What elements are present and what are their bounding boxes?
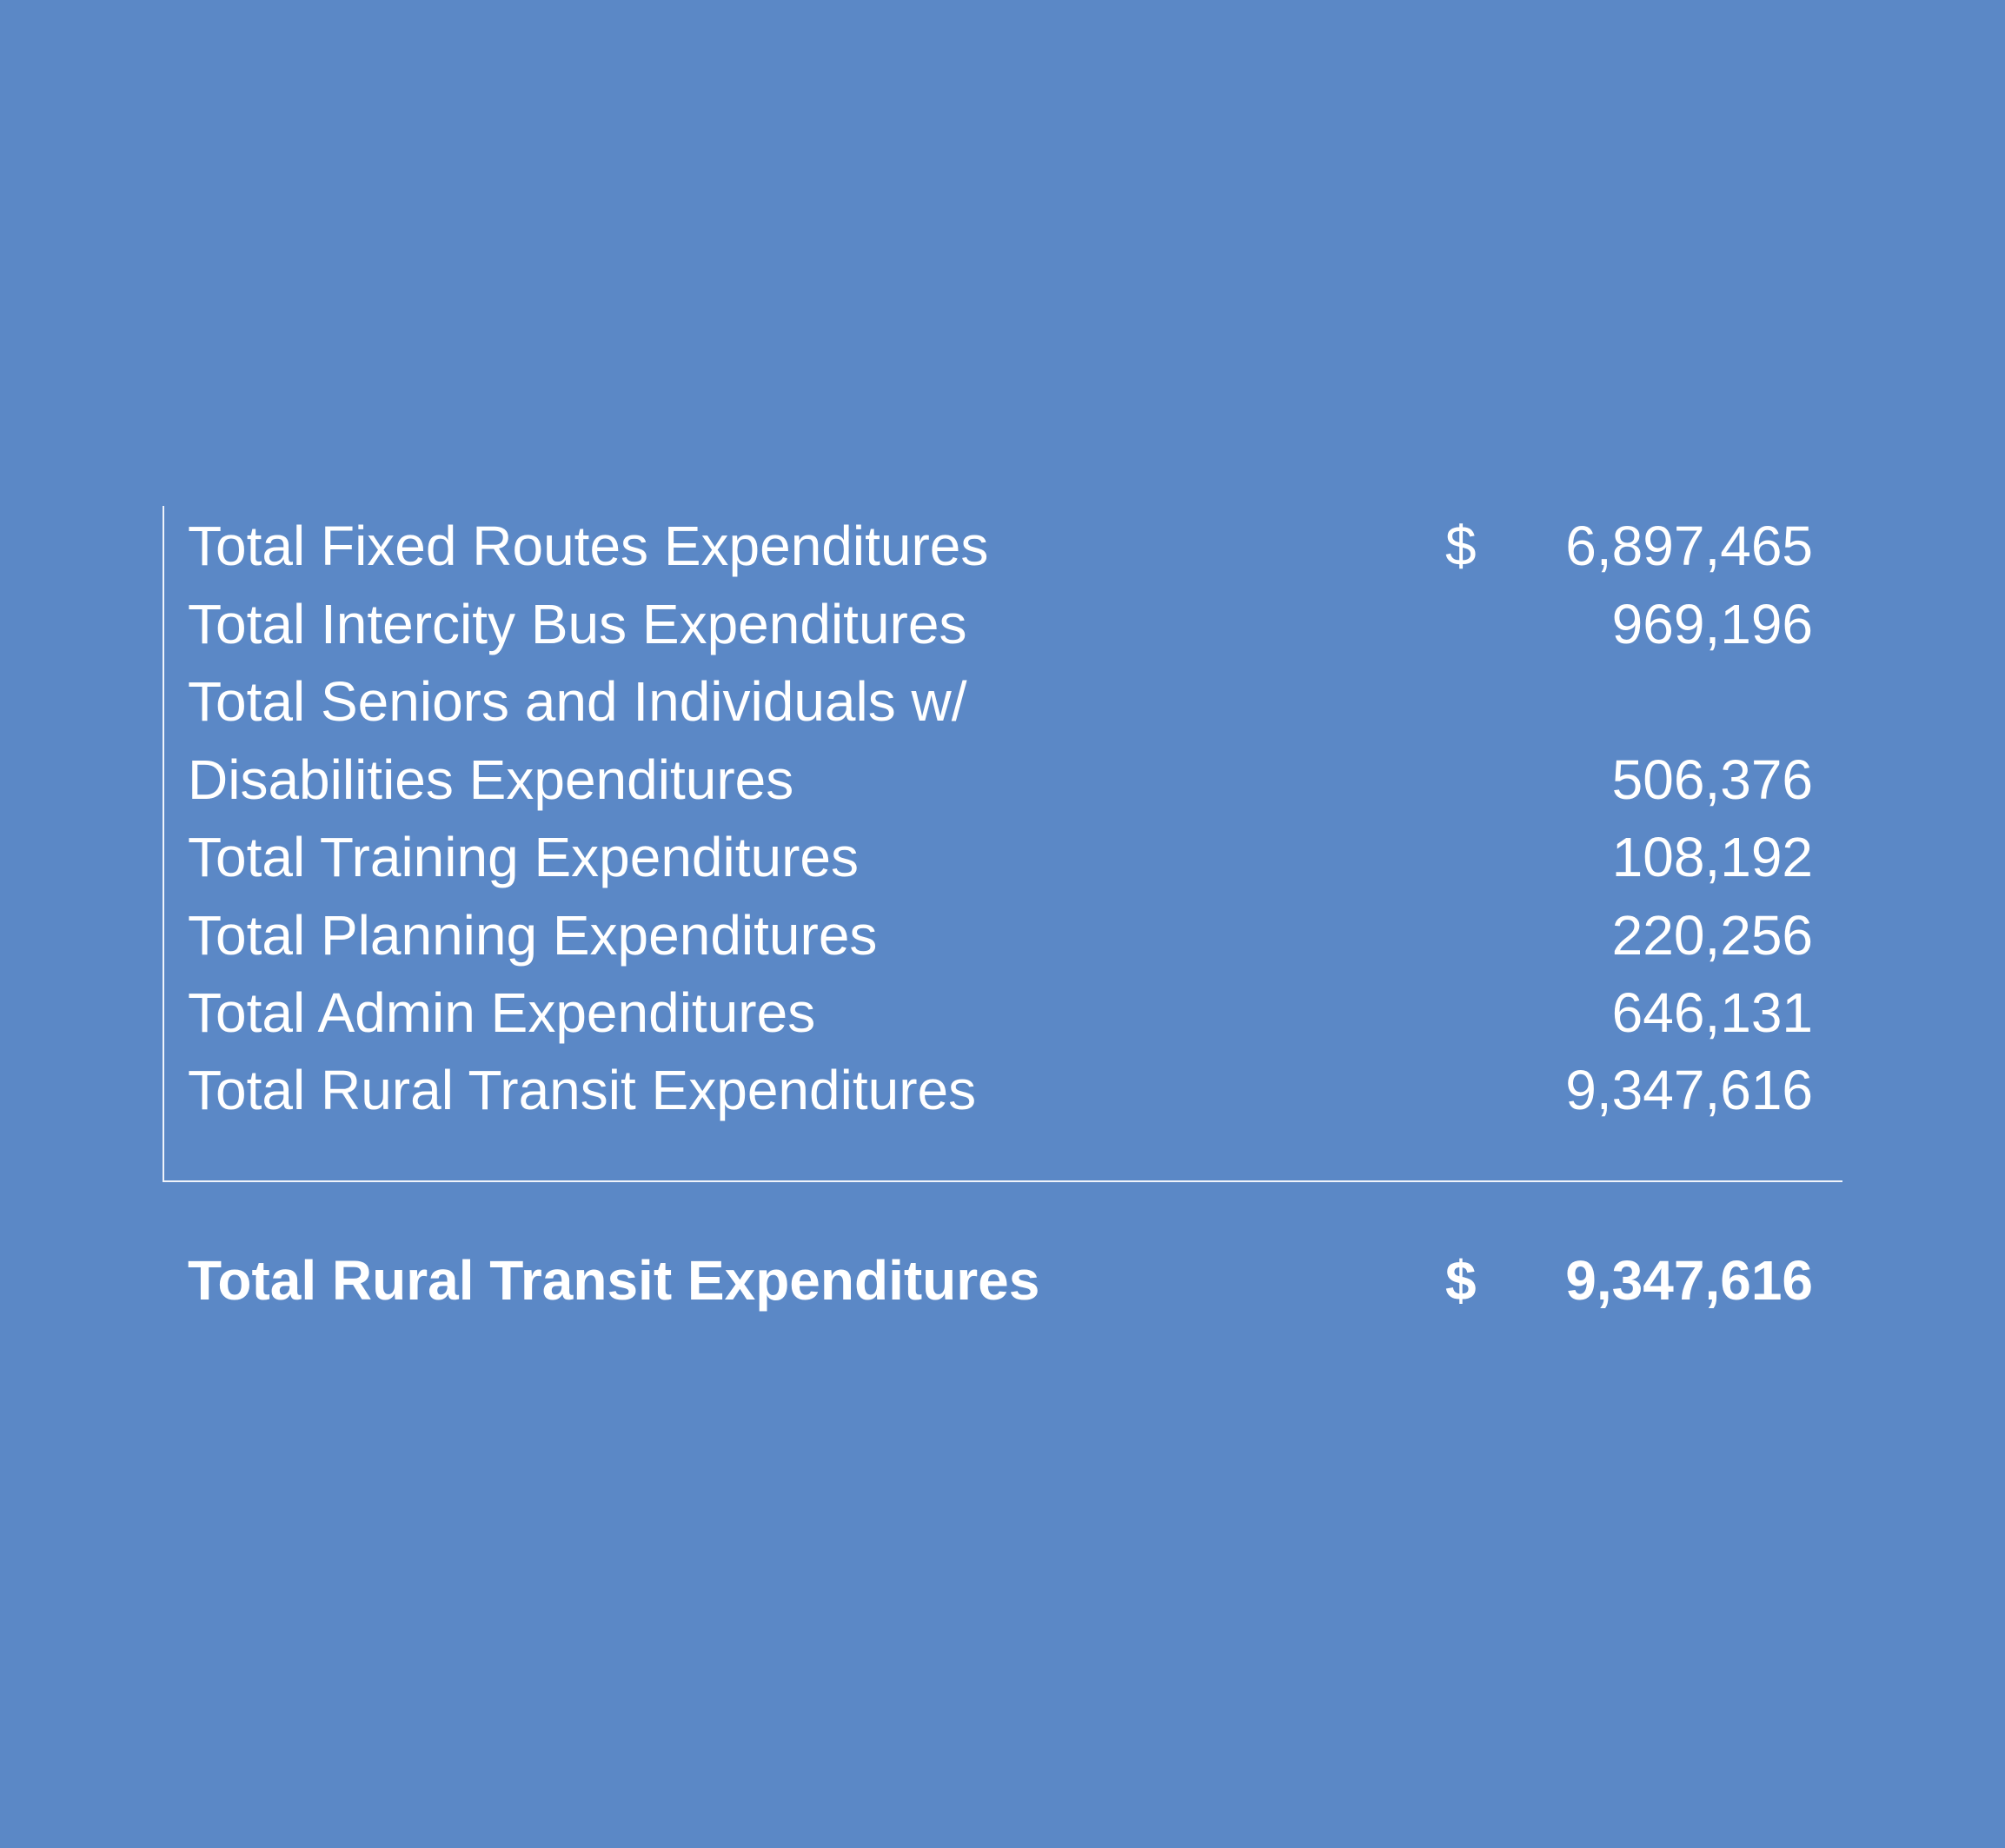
row-value: 108,192 [1611, 826, 1813, 888]
expenditure-row-intercity-bus: Total Intercity Bus Expenditures 969,196 [188, 585, 1813, 663]
expenditure-row-rural-transit: Total Rural Transit Expenditures 9,347,6… [188, 1051, 1813, 1129]
currency-symbol: $ [1445, 515, 1477, 577]
table-frame [163, 506, 1842, 1182]
expenditure-row-fixed-routes: Total Fixed Routes Expenditures $ 6,897,… [188, 507, 1813, 585]
row-value: 220,256 [1611, 904, 1813, 967]
row-label: Total Seniors and Individuals w/ [188, 670, 967, 733]
total-value: 9,347,616 [1565, 1249, 1813, 1312]
row-label: Total Fixed Routes Expenditures [188, 515, 989, 577]
total-expenditures-row: Total Rural Transit Expenditures $ 9,347… [188, 1241, 1813, 1320]
row-label: Disabilities Expenditures [188, 748, 794, 811]
row-label: Total Intercity Bus Expenditures [188, 593, 967, 655]
expenditure-row-admin: Total Admin Expenditures 646,131 [188, 974, 1813, 1052]
expenditure-row-seniors-line-2: Disabilities Expenditures 506,376 [188, 741, 1813, 819]
expenditure-row-planning: Total Planning Expenditures 220,256 [188, 896, 1813, 974]
total-currency-symbol: $ [1445, 1249, 1477, 1312]
row-value: 969,196 [1611, 593, 1813, 655]
total-label: Total Rural Transit Expenditures [188, 1249, 1040, 1312]
expenditure-row-training: Total Training Expenditures 108,192 [188, 818, 1813, 896]
row-value: 6,897,465 [1565, 515, 1813, 577]
row-value: 646,131 [1611, 981, 1813, 1044]
row-label: Total Training Expenditures [188, 826, 859, 888]
row-value: 9,347,616 [1565, 1059, 1813, 1121]
expenditure-row-seniors-line-1: Total Seniors and Individuals w/ [188, 662, 1813, 741]
row-label: Total Admin Expenditures [188, 981, 816, 1044]
row-label: Total Rural Transit Expenditures [188, 1059, 977, 1121]
row-value: 506,376 [1611, 748, 1813, 811]
row-label: Total Planning Expenditures [188, 904, 878, 967]
